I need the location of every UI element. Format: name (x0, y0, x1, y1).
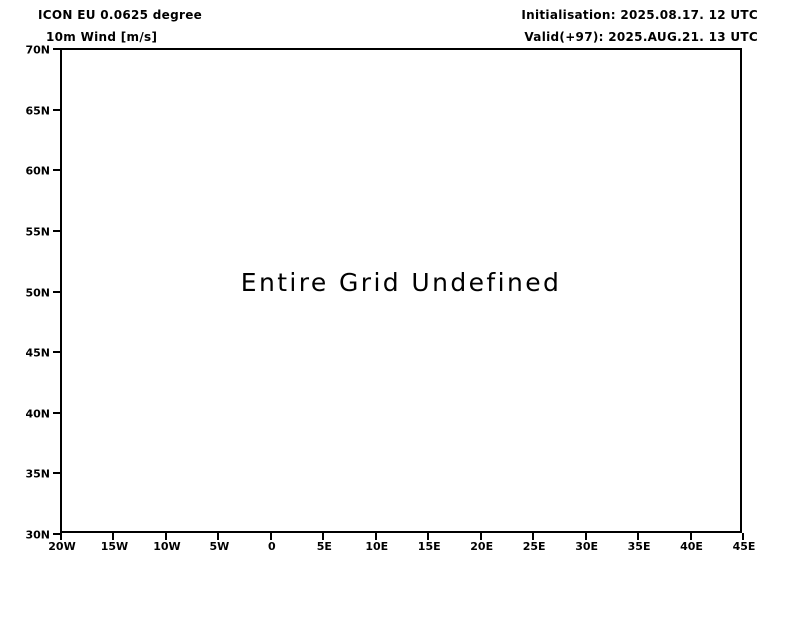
latitude-tick-mark: 70N (25, 45, 60, 56)
latitude-tick-label: 65N (25, 104, 50, 118)
entire-grid-undefined-message: Entire Grid Undefined (240, 268, 562, 297)
longitude-tick-label: 30E (575, 540, 599, 553)
latitude-tick-label: 60N (25, 164, 50, 178)
longitude-tick-mark: 20E (470, 533, 493, 552)
initialisation-time-label: Initialisation: 2025.08.17. 12 UTC (521, 8, 758, 22)
latitude-tick-mark: 50N (25, 287, 60, 298)
longitude-tick-mark: 15W (101, 533, 128, 552)
longitude-tick-mark: 15E (418, 533, 441, 552)
longitude-tick-mark: 45E (733, 533, 755, 552)
longitude-tick-label: 45E (732, 540, 756, 553)
longitude-tick-mark: 25E (523, 533, 546, 552)
latitude-tick-label: 30N (25, 528, 50, 542)
longitude-tick-mark: 0 (268, 533, 276, 552)
latitude-tick-label: 55N (25, 225, 50, 239)
latitude-tick-mark: 45N (25, 348, 60, 359)
longitude-tick-label: 40E (680, 540, 703, 553)
longitude-tick-mark: 10W (153, 533, 181, 552)
latitude-tick-label: 45N (25, 346, 50, 360)
field-name-label: 10m Wind [m/s] (46, 30, 158, 44)
longitude-tick-label: 5W (209, 540, 230, 553)
longitude-tick-label: 10W (153, 540, 181, 553)
longitude-tick-mark: 35E (628, 533, 650, 552)
longitude-tick-mark: 10E (365, 533, 388, 552)
latitude-tick-label: 35N (25, 467, 50, 481)
plot-frame (60, 48, 742, 533)
longitude-tick-mark: 5E (317, 533, 332, 552)
longitude-tick-mark: 30E (575, 533, 598, 552)
latitude-tick-mark: 60N (25, 166, 60, 177)
model-name-label: ICON EU 0.0625 degree (38, 8, 203, 22)
latitude-tick-label: 50N (25, 286, 50, 299)
longitude-tick-label: 5E (316, 540, 332, 553)
longitude-tick-mark: 40E (680, 533, 703, 552)
longitude-tick-label: 20W (48, 540, 76, 553)
longitude-tick-label: 25E (522, 540, 546, 553)
latitude-tick-mark: 35N (25, 469, 60, 480)
longitude-tick-label: 0 (268, 540, 276, 553)
valid-time-label: Valid(+97): 2025.AUG.21. 13 UTC (524, 30, 758, 44)
plot-area: Entire Grid Undefined 70N 65N 60N 55N 50N 45N… (25, 45, 755, 553)
latitude-tick-mark: 30N (25, 530, 60, 541)
longitude-tick-label: 15W (100, 540, 129, 553)
longitude-tick-label: 10E (365, 540, 389, 553)
latitude-tick-mark: 55N (25, 226, 60, 237)
latitude-tick-mark: 40N (25, 408, 60, 419)
longitude-tick-mark: 5W (209, 533, 229, 552)
longitude-tick-label: 15E (417, 540, 441, 553)
latitude-tick-label: 40N (25, 407, 50, 421)
longitude-tick-mark: 20W (48, 533, 76, 552)
longitude-tick-label: 20E (470, 540, 494, 553)
latitude-tick-label: 70N (25, 43, 50, 57)
latitude-tick-mark: 65N (25, 105, 60, 116)
longitude-tick-label: 35E (627, 540, 651, 553)
